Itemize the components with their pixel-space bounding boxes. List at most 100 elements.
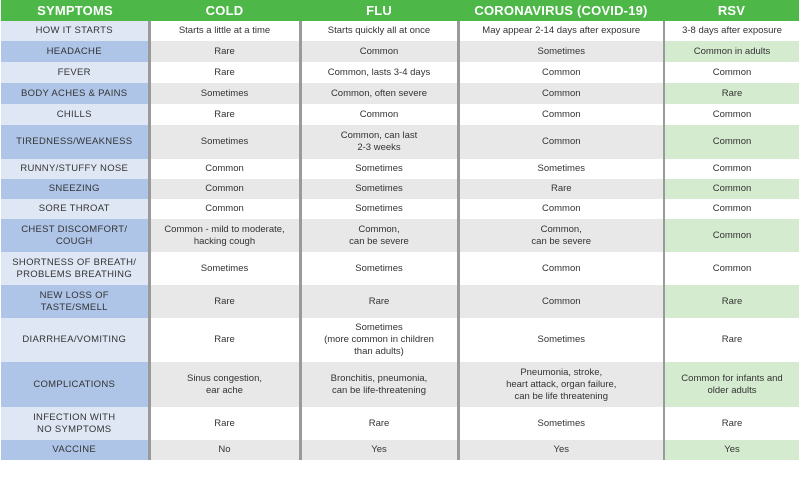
symptom-label: VACCINE <box>1 440 151 460</box>
symptom-comparison-table: SYMPTOMS COLD FLU CORONAVIRUS (COVID-19)… <box>1 0 799 460</box>
covid-value: Yes <box>458 440 665 460</box>
symptom-label: CHEST DISCOMFORT/ COUGH <box>1 219 151 252</box>
cold-value: Sometimes <box>149 83 302 104</box>
symptom-label: HOW IT STARTS <box>1 21 151 41</box>
covid-value: Common <box>458 104 665 125</box>
table-row: BODY ACHES & PAINS Sometimes Common, oft… <box>1 83 799 104</box>
covid-value: Common, can be severe <box>458 219 665 252</box>
cold-value: Rare <box>149 104 302 125</box>
flu-value: Starts quickly all at once <box>300 21 460 41</box>
header-covid: CORONAVIRUS (COVID-19) <box>458 0 664 21</box>
cold-value: Common <box>149 159 302 179</box>
cold-value: No <box>149 440 302 460</box>
symptom-label: SHORTNESS OF BREATH/ PROBLEMS BREATHING <box>1 252 151 285</box>
covid-value: Common <box>458 199 665 219</box>
cold-value: Rare <box>149 407 302 440</box>
flu-value: Common <box>300 41 460 62</box>
symptom-label: SORE THROAT <box>1 199 151 219</box>
rsv-value: Common for infants and older adults <box>664 362 799 407</box>
symptom-label: DIARRHEA/VOMITING <box>1 318 151 362</box>
symptom-label: TIREDNESS/WEAKNESS <box>1 125 151 159</box>
covid-value: Common <box>458 285 665 318</box>
symptom-label: INFECTION WITH NO SYMPTOMS <box>1 407 151 440</box>
table-row: COMPLICATIONS Sinus congestion, ear ache… <box>1 362 799 407</box>
header-flu: FLU <box>300 0 458 21</box>
covid-value: Sometimes <box>458 41 665 62</box>
header-row: SYMPTOMS COLD FLU CORONAVIRUS (COVID-19)… <box>1 0 799 21</box>
rsv-value: Common <box>664 125 799 159</box>
cold-value: Rare <box>149 41 302 62</box>
cold-value: Rare <box>149 285 302 318</box>
cold-value: Sometimes <box>149 125 302 159</box>
flu-value: Common, can last 2-3 weeks <box>300 125 460 159</box>
table-row: FEVER Rare Common, lasts 3-4 days Common… <box>1 62 799 83</box>
header-symptoms: SYMPTOMS <box>1 0 149 21</box>
covid-value: Pneumonia, stroke, heart attack, organ f… <box>458 362 665 407</box>
flu-value: Sometimes (more common in children than … <box>300 318 460 362</box>
rsv-value: Yes <box>664 440 799 460</box>
rsv-value: Common <box>664 179 799 199</box>
table-row: VACCINE No Yes Yes Yes <box>1 440 799 460</box>
flu-value: Rare <box>300 407 460 440</box>
symptom-label: FEVER <box>1 62 151 83</box>
table-row: HEADACHE Rare Common Sometimes Common in… <box>1 41 799 62</box>
rsv-value: Rare <box>664 83 799 104</box>
covid-value: May appear 2-14 days after exposure <box>458 21 665 41</box>
table-row: SHORTNESS OF BREATH/ PROBLEMS BREATHING … <box>1 252 799 285</box>
flu-value: Sometimes <box>300 159 460 179</box>
rsv-value: Rare <box>721 334 743 345</box>
header-cold: COLD <box>149 0 300 21</box>
rsv-value: Rare <box>721 417 743 429</box>
flu-value: Rare <box>300 285 460 318</box>
table-row: RUNNY/STUFFY NOSE Common Sometimes Somet… <box>1 159 799 179</box>
covid-value: Common <box>458 83 665 104</box>
symptom-label: RUNNY/STUFFY NOSE <box>1 159 151 179</box>
rsv-value: Common <box>712 108 752 120</box>
table-row: CHEST DISCOMFORT/ COUGH Common - mild to… <box>1 219 799 252</box>
covid-value: Common <box>458 252 665 285</box>
flu-value: Sometimes <box>300 179 460 199</box>
flu-value: Sometimes <box>300 199 460 219</box>
flu-value: Common <box>300 104 460 125</box>
cold-value: Common <box>149 199 302 219</box>
covid-value: Common <box>458 62 665 83</box>
covid-value: Sometimes <box>458 407 665 440</box>
table-row: SORE THROAT Common Sometimes Common Comm… <box>1 199 799 219</box>
table-row: SNEEZING Common Sometimes Rare Common <box>1 179 799 199</box>
flu-value: Common, can be severe <box>300 219 460 252</box>
covid-value: Rare <box>458 179 665 199</box>
cold-value: Rare <box>149 62 302 83</box>
rsv-value: Common <box>664 219 799 252</box>
flu-value: Bronchitis, pneumonia, can be life-threa… <box>300 362 460 407</box>
header-rsv: RSV <box>664 0 799 21</box>
flu-value: Common, lasts 3-4 days <box>300 62 460 83</box>
cold-value: Sometimes <box>149 252 302 285</box>
table-row: HOW IT STARTS Starts a little at a time … <box>1 21 799 41</box>
flu-value: Yes <box>300 440 460 460</box>
table-row: INFECTION WITH NO SYMPTOMS Rare Rare Som… <box>1 407 799 440</box>
symptom-label: BODY ACHES & PAINS <box>1 83 151 104</box>
covid-value: Common <box>458 125 665 159</box>
cold-value: Sinus congestion, ear ache <box>149 362 302 407</box>
cold-value: Common <box>149 179 302 199</box>
rsv-value: Common <box>712 66 752 78</box>
cold-value: Rare <box>149 318 302 362</box>
table-row: CHILLS Rare Common Common Common <box>1 104 799 125</box>
rsv-value: Rare <box>664 285 799 318</box>
cold-value: Starts a little at a time <box>149 21 302 41</box>
table-row: DIARRHEA/VOMITING Rare Sometimes (more c… <box>1 318 799 362</box>
rsv-value: Common in adults <box>664 41 799 62</box>
symptom-label: COMPLICATIONS <box>1 362 151 407</box>
symptom-label: HEADACHE <box>1 41 151 62</box>
flu-value: Common, often severe <box>300 83 460 104</box>
symptom-label: NEW LOSS OF TASTE/SMELL <box>1 285 151 318</box>
covid-value: Sometimes <box>458 159 665 179</box>
rsv-value: Common <box>712 203 752 214</box>
rsv-value: Common <box>712 163 752 174</box>
table-row: NEW LOSS OF TASTE/SMELL Rare Rare Common… <box>1 285 799 318</box>
table-row: TIREDNESS/WEAKNESS Sometimes Common, can… <box>1 125 799 159</box>
rsv-value: Common <box>712 262 752 274</box>
flu-value: Sometimes <box>300 252 460 285</box>
symptom-label: SNEEZING <box>1 179 151 199</box>
symptom-label: CHILLS <box>1 104 151 125</box>
